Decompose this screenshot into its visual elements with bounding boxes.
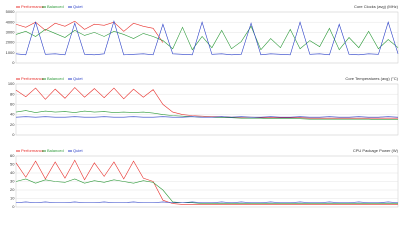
y-tick-label: 30: [10, 179, 15, 184]
y-tick-label: 60: [10, 101, 15, 106]
y-tick-label: 1000: [6, 50, 16, 55]
y-tick-label: 0: [12, 60, 15, 65]
legend-label: Performance: [21, 4, 45, 9]
legend-label: Performance: [21, 76, 45, 81]
y-tick-label: 40: [10, 170, 15, 175]
chart-title: Core Clocks (avg) (MHz): [354, 4, 399, 9]
legend-label: Balanced: [47, 4, 64, 9]
legend-label: Quiet: [73, 76, 83, 81]
legend-label: Quiet: [73, 148, 83, 153]
y-tick-label: 60: [10, 153, 15, 158]
chart-title: Core Temperatures (avg) (°C): [345, 76, 398, 81]
y-tick-label: 40: [10, 112, 15, 117]
y-tick-label: 80: [10, 91, 15, 96]
series-line: [15, 178, 398, 204]
y-tick-label: 2000: [6, 40, 16, 45]
y-tick-label: 50: [10, 162, 15, 167]
legend-label: Balanced: [47, 76, 64, 81]
series-line: [15, 87, 398, 119]
y-tick-label: 3000: [6, 29, 16, 34]
plot-area: [15, 83, 399, 136]
chart-title: CPU Package Power (W): [353, 148, 399, 153]
series-line: [15, 20, 164, 43]
y-tick-label: 20: [10, 187, 15, 192]
y-tick-label: 20: [10, 122, 15, 127]
y-tick-label: 100: [8, 81, 15, 86]
legend-label: Performance: [21, 148, 45, 153]
y-tick-label: 0: [12, 132, 15, 137]
series-line: [15, 20, 399, 56]
y-tick-label: 0: [12, 204, 15, 209]
series-line: [15, 201, 399, 204]
y-tick-label: 4000: [6, 19, 16, 24]
y-tick-label: 5000: [6, 9, 16, 14]
y-tick-label: 10: [10, 196, 15, 201]
legend-label: Balanced: [47, 148, 64, 153]
series-line: [15, 159, 398, 205]
series-line: [15, 116, 399, 118]
legend-label: Quiet: [73, 4, 83, 9]
